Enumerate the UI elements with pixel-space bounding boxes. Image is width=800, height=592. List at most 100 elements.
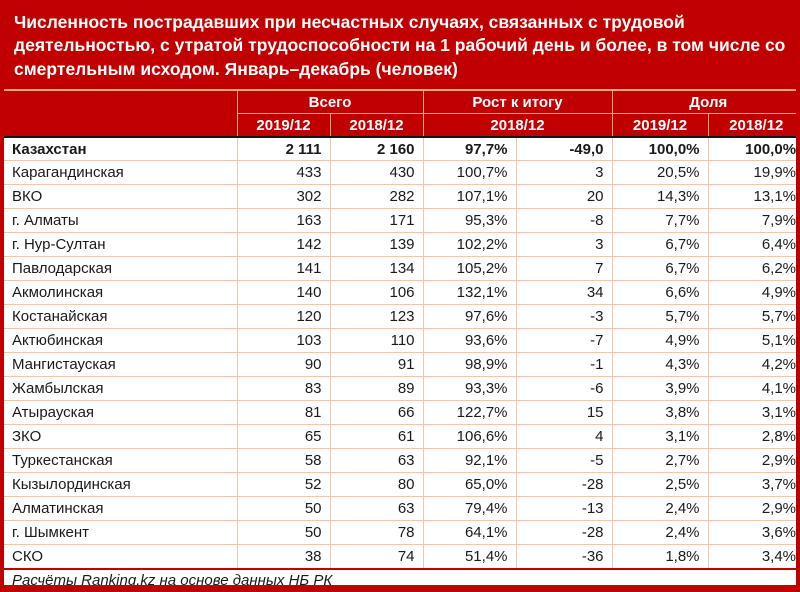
value-cell: 20 [515,184,613,210]
value-cell: 13,1% [707,184,796,210]
value-cell: 79,4% [422,496,517,522]
value-cell: 120 [236,304,331,330]
table-row: г. Нур-Султан 142 139 102,2% 3 6,7% 6,4% [4,232,796,258]
stats-table: Всего Рост к итогу Доля 2019/12 2018/12 … [4,90,796,585]
table-row: Карагандинская 433 430 100,7% 3 20,5% 19… [4,160,796,186]
value-cell: 2 160 [329,135,424,162]
region-cell: Жамбылская [4,376,238,402]
table-row: Жамбылская 83 89 93,3% -6 3,9% 4,1% [4,376,796,402]
value-cell: 139 [329,232,424,258]
value-cell: 97,7% [422,135,517,162]
value-cell: 6,6% [611,280,709,306]
value-cell: 6,7% [611,256,709,282]
value-cell: 4,9% [707,280,796,306]
region-cell: Алматинская [4,496,238,522]
col-header-share-2018: 2018/12 [707,113,796,138]
region-cell: Атырауская [4,400,238,426]
value-cell: 97,6% [422,304,517,330]
value-cell: 106,6% [422,424,517,450]
table-row: Мангистауская 90 91 98,9% -1 4,3% 4,2% [4,352,796,378]
region-cell: СКО [4,544,238,570]
value-cell: 110 [329,328,424,354]
region-cell: Казахстан [4,135,238,162]
group-header-total: Всего [236,90,424,115]
value-cell: 132,1% [422,280,517,306]
region-cell: Костанайская [4,304,238,330]
value-cell: 51,4% [422,544,517,570]
value-cell: 142 [236,232,331,258]
value-cell: -8 [515,208,613,234]
value-cell: 106 [329,280,424,306]
value-cell: 3,1% [611,424,709,450]
table-row: г. Шымкент 50 78 64,1% -28 2,4% 3,6% [4,520,796,546]
value-cell: 15 [515,400,613,426]
value-cell: -5 [515,448,613,474]
col-header-total-2019: 2019/12 [237,113,331,138]
value-cell: 61 [329,424,424,450]
value-cell: 4,9% [611,328,709,354]
value-cell: 2,8% [707,424,796,450]
value-cell: 2,4% [611,496,709,522]
col-header-growth-2018: 2018/12 [422,113,613,138]
value-cell: 74 [329,544,424,570]
value-cell: 430 [329,160,424,186]
value-cell: 107,1% [422,184,517,210]
value-cell: 2,7% [611,448,709,474]
value-cell: 91 [329,352,424,378]
value-cell: 302 [236,184,331,210]
table-row: СКО 38 74 51,4% -36 1,8% 3,4% [4,544,796,570]
region-cell: Карагандинская [4,160,238,186]
header-group-row: Всего Рост к итогу Доля [4,90,796,138]
value-cell: 3,8% [611,400,709,426]
col-header-share-2019: 2019/12 [611,113,709,138]
table-header: Всего Рост к итогу Доля 2019/12 2018/12 … [4,90,796,138]
value-cell: 63 [329,496,424,522]
group-header-share: Доля [611,90,796,115]
table-row: Алматинская 50 63 79,4% -13 2,4% 2,9% [4,496,796,522]
table-body: Казахстан 2 111 2 160 97,7% -49,0 100,0%… [4,135,796,585]
table-row: Кызылординская 52 80 65,0% -28 2,5% 3,7% [4,472,796,498]
value-cell: 38 [236,544,331,570]
value-cell: 66 [329,400,424,426]
col-header-total-2018: 2018/12 [329,113,424,138]
value-cell: 105,2% [422,256,517,282]
value-cell: 2,9% [707,448,796,474]
group-header-growth: Рост к итогу [422,90,613,115]
value-cell: 5,1% [707,328,796,354]
value-cell: 89 [329,376,424,402]
value-cell: 20,5% [611,160,709,186]
value-cell: 65 [236,424,331,450]
value-cell: -49,0 [515,135,613,162]
table-row: г. Алматы 163 171 95,3% -8 7,7% 7,9% [4,208,796,234]
value-cell: 6,2% [707,256,796,282]
value-cell: 140 [236,280,331,306]
value-cell: 2 111 [236,135,331,162]
value-cell: -3 [515,304,613,330]
table-row: Актюбинская 103 110 93,6% -7 4,9% 5,1% [4,328,796,354]
value-cell: 50 [236,520,331,546]
source-note-row: Расчёты Ranking.kz на основе данных НБ Р… [4,567,796,585]
value-cell: 7,7% [611,208,709,234]
value-cell: 7 [515,256,613,282]
value-cell: 3 [515,160,613,186]
region-cell: г. Алматы [4,208,238,234]
value-cell: -28 [515,472,613,498]
value-cell: 98,9% [422,352,517,378]
region-cell: ЗКО [4,424,238,450]
value-cell: 34 [515,280,613,306]
value-cell: 58 [236,448,331,474]
value-cell: 3,6% [707,520,796,546]
region-cell: г. Шымкент [4,520,238,546]
region-cell: Павлодарская [4,256,238,282]
table-row: Павлодарская 141 134 105,2% 7 6,7% 6,2% [4,256,796,282]
value-cell: 2,5% [611,472,709,498]
value-cell: 81 [236,400,331,426]
value-cell: 102,2% [422,232,517,258]
value-cell: 4,3% [611,352,709,378]
value-cell: 141 [236,256,331,282]
value-cell: 282 [329,184,424,210]
report-title: Численность пострадавших при несчастных … [4,4,796,91]
value-cell: 100,7% [422,160,517,186]
region-cell: Мангистауская [4,352,238,378]
value-cell: -6 [515,376,613,402]
